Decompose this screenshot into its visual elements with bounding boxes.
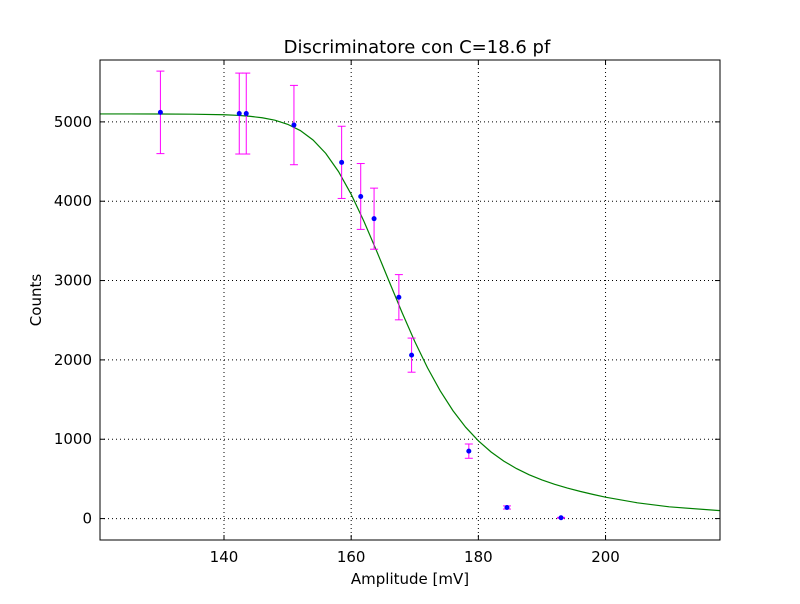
x-tick-label: 160 (337, 548, 366, 566)
y-tick-label: 4000 (54, 192, 92, 210)
grid (100, 60, 720, 540)
plot-frame (99, 59, 721, 541)
data-point (157, 109, 163, 115)
data-point (558, 515, 564, 521)
y-tick-label: 0 (82, 510, 92, 528)
y-tick-label: 1000 (54, 430, 92, 448)
x-tick-label: 200 (591, 548, 620, 566)
y-tick-label: 5000 (54, 113, 92, 131)
y-tick-label: 3000 (54, 272, 92, 290)
errorbar-layer (156, 70, 566, 519)
chart-title: Discriminatore con C=18.6 pf (284, 37, 551, 58)
y-axis-label: Counts (27, 274, 45, 327)
data-point (236, 111, 242, 117)
data-point (371, 216, 377, 222)
y-tick-label: 2000 (54, 351, 92, 369)
fit-curve (100, 113, 721, 512)
data-point (409, 352, 415, 358)
data-point (291, 122, 297, 128)
x-tick-label: 140 (210, 548, 239, 566)
data-point (396, 294, 402, 300)
data-point (358, 193, 364, 199)
x-tick-label: 180 (464, 548, 493, 566)
data-point (504, 504, 510, 510)
data-point (339, 159, 345, 165)
fit-curve-layer (100, 113, 721, 512)
x-axis-label: Amplitude [mV] (351, 570, 469, 588)
data-point (466, 448, 472, 454)
data-point-layer (157, 109, 564, 521)
data-point (243, 111, 249, 117)
